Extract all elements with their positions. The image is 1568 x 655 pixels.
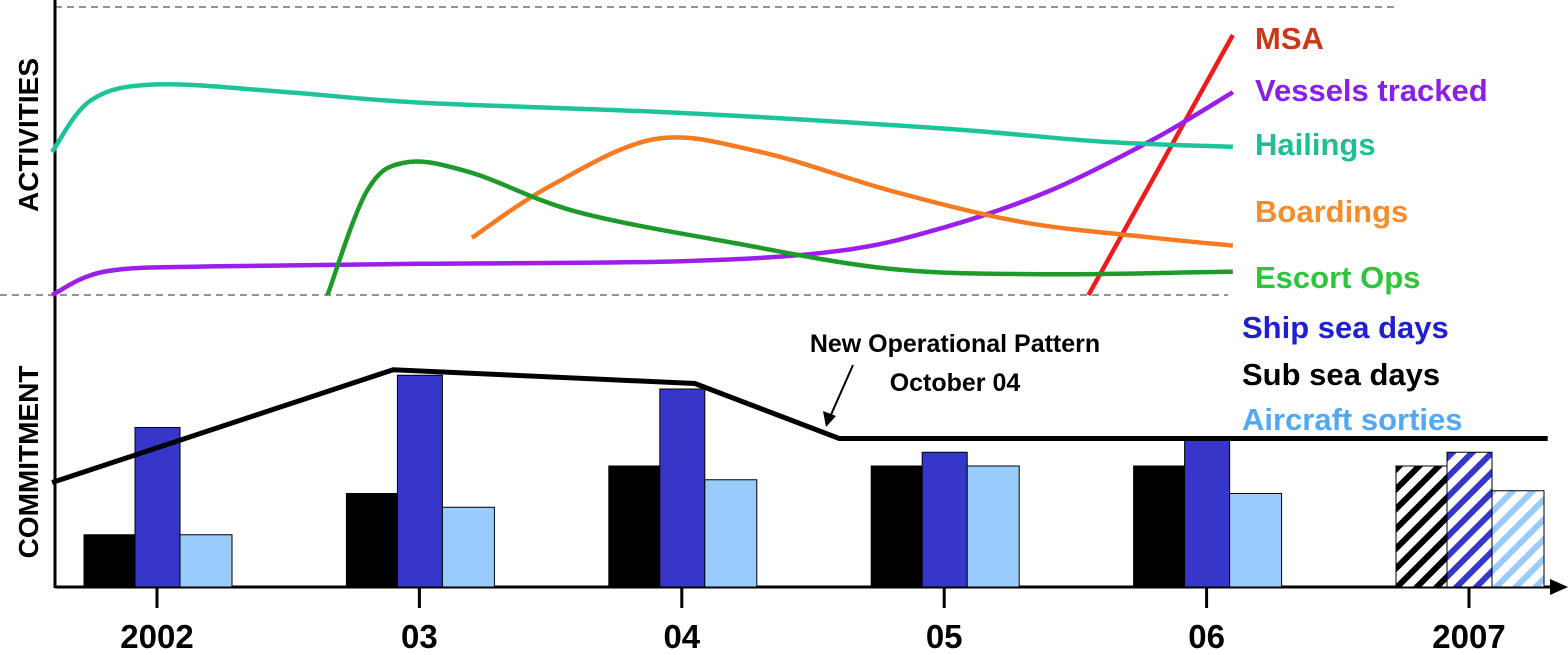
legend-label-hailings: Hailings: [1255, 127, 1376, 162]
annotation-line1: New Operational Pattern: [810, 330, 1100, 358]
x-axis-arrowhead: [1550, 579, 1568, 595]
bar-sub-sea-days-03: [345, 493, 399, 588]
x-tick-label-05: 05: [926, 618, 963, 655]
x-tick-label-04: 04: [663, 618, 700, 655]
bar-aircraft-sorties-03: [441, 506, 495, 588]
legend-label-aircraft-sorties: Aircraft sorties: [1242, 402, 1463, 437]
bar-ship-sea-days-2007: [1446, 451, 1493, 588]
bar-ship-sea-days-05: [921, 451, 968, 588]
bar-sub-sea-days-04: [608, 465, 662, 588]
x-tick-label-2007: 2007: [1432, 618, 1505, 655]
bar-sub-sea-days-2007: [1395, 465, 1449, 588]
legend-label-escort-ops: Escort Ops: [1255, 260, 1420, 295]
bar-sub-sea-days-05: [870, 465, 924, 588]
x-tick-label-03: 03: [401, 618, 438, 655]
series-line-boardings: [470, 135, 1234, 248]
bar-aircraft-sorties-05: [966, 465, 1020, 588]
series-line-hailings: [50, 81, 1233, 154]
labels-layer: MSA Vessels tracked Hailings Boardings Escor…: [120, 21, 1505, 655]
series-line-vessels-tracked: [51, 90, 1234, 298]
annotation-arrow-shaft: [829, 364, 854, 418]
bars-layer: [83, 374, 1545, 588]
legend-label-sub-sea-days: Sub sea days: [1242, 357, 1440, 392]
series-line-escort-ops: [325, 159, 1233, 296]
legend-label-boardings: Boardings: [1255, 194, 1408, 229]
legend-label-ship-sea-days: Ship sea days: [1242, 310, 1449, 345]
bar-aircraft-sorties-06: [1229, 493, 1283, 588]
commitment-ylabel: COMMITMENT: [13, 366, 44, 559]
bar-ship-sea-days-04: [659, 388, 706, 588]
x-tick-label-06: 06: [1188, 618, 1225, 655]
bar-aircraft-sorties-2007: [1491, 490, 1545, 588]
annotation-line2: October 04: [890, 369, 1021, 397]
bar-aircraft-sorties-04: [704, 479, 758, 588]
series-line-msa: [1086, 33, 1235, 297]
annotation-arrowhead: [823, 411, 836, 427]
lines-layer: [50, 33, 1548, 485]
bar-sub-sea-days-06: [1133, 465, 1187, 588]
bar-aircraft-sorties-2002: [179, 534, 233, 588]
bar-ship-sea-days-06: [1184, 438, 1231, 588]
activities-ylabel: ACTIVITIES: [13, 58, 44, 212]
legend-label-msa: MSA: [1255, 21, 1324, 56]
bar-sub-sea-days-2002: [83, 534, 137, 588]
legend-label-vessels-tracked: Vessels tracked: [1255, 73, 1488, 108]
x-tick-label-2002: 2002: [120, 618, 193, 655]
bar-ship-sea-days-03: [396, 374, 443, 588]
commitment-trend-line: [51, 367, 1548, 485]
